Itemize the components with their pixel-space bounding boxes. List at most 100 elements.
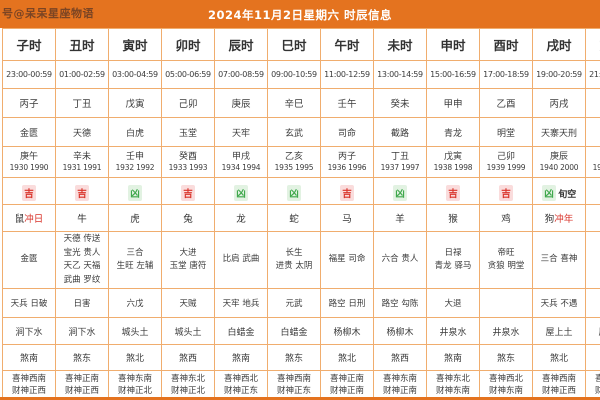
cell-luck-12: 凶 — [585, 177, 600, 205]
cell-inauspicious-1: 天兵 日破 — [2, 288, 56, 318]
year-list: 1938 1998 — [433, 163, 473, 172]
luck-badge: 吉 — [339, 184, 355, 201]
zodiac-animal: 猴 — [448, 214, 458, 225]
zodiac-clash-label: 冲日 — [24, 214, 44, 225]
hours-table-wrap: 子时丑时寅时卯时辰时巳时午时未时申时酉时戌时亥时23:00-00:5901:00… — [2, 28, 600, 397]
cell-hour-10: 酉时 — [479, 28, 533, 61]
cell-ganzhi-8: 癸未 — [373, 88, 427, 118]
cell-luck-11: 凶旬空 — [532, 177, 586, 205]
year-ganzhi: 甲戌 — [231, 152, 250, 162]
luck-badge: 凶 — [541, 184, 557, 201]
year-ganzhi: 壬申 — [125, 152, 144, 162]
cell-ganzhi-12: 丁亥 — [585, 88, 600, 118]
cell-time-7: 11:00-12:59 — [320, 60, 374, 89]
cell-star-1: 金匮 — [2, 117, 56, 147]
cell-ganzhi-2: 丁丑 — [55, 88, 109, 118]
cell-zodiac-12: 猪 — [585, 204, 600, 232]
cell-star-7: 司命 — [320, 117, 374, 147]
cell-luck-5: 凶 — [214, 177, 268, 205]
year-list: 1932 1992 — [115, 163, 155, 172]
cell-ganzhi-4: 己卯 — [161, 88, 215, 118]
cell-sha-4: 煞西 — [161, 344, 215, 371]
cell-time-2: 01:00-02:59 — [55, 60, 109, 89]
zodiac-animal: 兔 — [183, 214, 193, 225]
cell-luck-3: 凶 — [108, 177, 162, 205]
row-hour: 子时丑时寅时卯时辰时巳时午时未时申时酉时戌时亥时 — [2, 28, 600, 61]
cell-nayin-10: 井泉水 — [479, 317, 533, 345]
year-list: 1937 1997 — [380, 163, 420, 172]
zodiac-animal: 龙 — [236, 214, 246, 225]
cell-time-12: 21:00-22:59 — [585, 60, 600, 89]
cell-directions-2: 喜神正南 财神正西 — [55, 370, 109, 397]
cell-auspicious-7: 福星 司命 — [320, 231, 374, 289]
cell-luck-1: 吉 — [2, 177, 56, 205]
cell-inauspicious-11: 天兵 不遇 — [532, 288, 586, 318]
hours-table: 子时丑时寅时卯时辰时巳时午时未时申时酉时戌时亥时23:00-00:5901:00… — [2, 28, 600, 397]
cell-sha-2: 煞东 — [55, 344, 109, 371]
cell-year-3: 壬申 1932 1992 — [108, 146, 162, 178]
cell-nayin-12: 屋上土 — [585, 317, 600, 345]
cell-nayin-6: 白蜡金 — [267, 317, 321, 345]
cell-hour-6: 巳时 — [267, 28, 321, 61]
cell-luck-2: 吉 — [55, 177, 109, 205]
cell-year-12: 辛巳1941 2001 — [585, 146, 600, 178]
cell-auspicious-12: 天德 — [585, 231, 600, 289]
zodiac-animal: 鼠 — [14, 214, 25, 225]
cell-hour-4: 卯时 — [161, 28, 215, 61]
row-zodiac: 鼠冲日 牛 虎 兔 龙 蛇 马 羊 猴 鸡 狗冲年猪 — [2, 204, 600, 232]
cell-auspicious-8: 六合 贵人 — [373, 231, 427, 289]
cell-star-5: 天牢 — [214, 117, 268, 147]
cell-year-4: 癸酉 1933 1993 — [161, 146, 215, 178]
cell-auspicious-10: 帝旺 贪狼 明堂 — [479, 231, 533, 289]
row-year: 庚午 1930 1990 辛未 1931 1991 壬申 1932 1992 癸酉 1933 … — [2, 146, 600, 178]
luck-badge: 吉 — [180, 184, 196, 201]
cell-directions-10: 喜神西北 财神东南 — [479, 370, 533, 397]
cell-hour-12: 亥时 — [585, 28, 600, 61]
cell-inauspicious-10 — [479, 288, 533, 318]
cell-inauspicious-8: 路空 勾陈 — [373, 288, 427, 318]
cell-time-4: 05:00-06:59 — [161, 60, 215, 89]
zodiac-animal: 羊 — [395, 214, 405, 225]
cell-zodiac-9: 猴 — [426, 204, 480, 232]
cell-sha-10: 煞东 — [479, 344, 533, 371]
cell-time-6: 09:00-10:59 — [267, 60, 321, 89]
cell-year-8: 丁丑 1937 1997 — [373, 146, 427, 178]
luck-badge: 吉 — [498, 184, 514, 201]
cell-nayin-3: 城头土 — [108, 317, 162, 345]
cell-sha-5: 煞南 — [214, 344, 268, 371]
year-list: 1933 1993 — [168, 163, 208, 172]
cell-luck-4: 吉 — [161, 177, 215, 205]
year-list: 1936 1996 — [327, 163, 367, 172]
cell-nayin-2: 涧下水 — [55, 317, 109, 345]
cell-directions-5: 喜神西北 财神正东 — [214, 370, 268, 397]
cell-star-11: 天寨天刑 — [532, 117, 586, 147]
row-star: 金匮天德白虎玉堂天牢玄武司命截路青龙明堂天寨天刑朱雀 — [2, 117, 600, 147]
zodiac-animal: 牛 — [77, 214, 87, 225]
cell-star-2: 天德 — [55, 117, 109, 147]
cell-time-10: 17:00-18:59 — [479, 60, 533, 89]
luck-badge: 凶 — [127, 184, 143, 201]
cell-hour-2: 丑时 — [55, 28, 109, 61]
cell-ganzhi-1: 丙子 — [2, 88, 56, 118]
cell-time-11: 19:00-20:59 — [532, 60, 586, 89]
cell-inauspicious-6: 元武 — [267, 288, 321, 318]
cell-nayin-4: 城头土 — [161, 317, 215, 345]
zodiac-animal: 蛇 — [289, 214, 299, 225]
cell-year-11: 庚辰 1940 2000 — [532, 146, 586, 178]
cell-inauspicious-2: 日害 — [55, 288, 109, 318]
year-ganzhi: 庚午 — [19, 152, 38, 162]
page-title: 2024年11月2日星期六 时辰信息 — [207, 8, 392, 22]
cell-auspicious-4: 大进 玉堂 唐符 — [161, 231, 215, 289]
cell-sha-12: 煞西 — [585, 344, 600, 371]
cell-directions-3: 喜神东南 财神正北 — [108, 370, 162, 397]
cell-nayin-1: 涧下水 — [2, 317, 56, 345]
cell-ganzhi-5: 庚辰 — [214, 88, 268, 118]
cell-luck-8: 凶 — [373, 177, 427, 205]
row-directions: 喜神西南 财神正西 喜神正南 财神正西 喜神东南 财神正北 喜神东北 财神正北 喜神西北… — [2, 370, 600, 397]
cell-hour-7: 午时 — [320, 28, 374, 61]
cell-auspicious-3: 三合 生旺 左辅 — [108, 231, 162, 289]
cell-inauspicious-7: 路空 日刑 — [320, 288, 374, 318]
cell-directions-11: 喜神西南 财神正西 — [532, 370, 586, 397]
